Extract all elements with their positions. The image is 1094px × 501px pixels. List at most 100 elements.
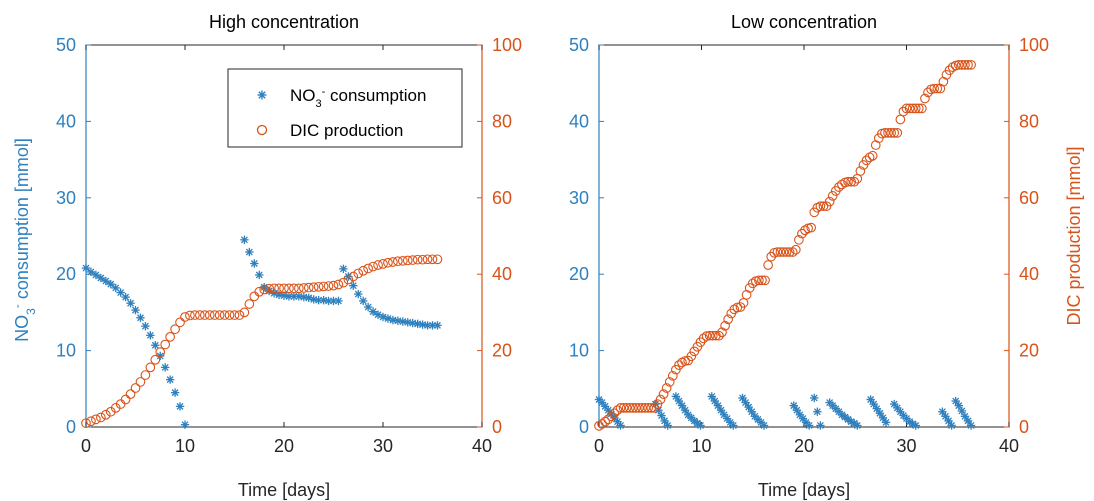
dic-point: [81, 418, 91, 429]
dic-point: [618, 403, 629, 413]
nitrate-point: [853, 421, 862, 430]
chart-title-high: High concentration: [209, 12, 359, 32]
y-right-tick-label: 100: [492, 35, 522, 55]
nitrate-point: [141, 321, 150, 331]
dic-point: [333, 279, 344, 290]
dic-point: [634, 403, 644, 413]
dic-point: [729, 304, 740, 315]
nitrate-point: [136, 313, 145, 322]
x-axis-label-low: Time [days]: [758, 480, 850, 500]
nitrate-point: [729, 421, 738, 430]
dic-point: [214, 310, 225, 320]
nitrate-point: [804, 421, 814, 430]
dic-point: [686, 351, 697, 362]
dic-point: [880, 128, 890, 138]
x-tick-label: 0: [81, 436, 91, 456]
y-left-tick-label: 20: [569, 264, 589, 284]
dic-point: [338, 277, 349, 288]
dic-point: [658, 389, 669, 399]
y-left-tick-label: 0: [579, 417, 589, 437]
dic-point: [643, 403, 654, 413]
nitrate-point: [911, 421, 920, 430]
dic-point: [165, 331, 175, 342]
dic-point: [130, 383, 141, 393]
nitrate-point: [881, 418, 891, 427]
nitrate-point: [878, 413, 888, 423]
dic-point: [155, 347, 166, 357]
dic-point: [615, 403, 626, 413]
dic-point: [86, 416, 96, 427]
dic-point: [259, 284, 270, 295]
dic-point: [180, 312, 190, 322]
dic-point: [234, 310, 245, 320]
dic-point: [631, 403, 641, 413]
nitrate-point: [121, 292, 130, 302]
nitrate-point: [334, 296, 343, 306]
y-left-tick-label: 20: [56, 264, 76, 284]
dic-point: [917, 103, 927, 114]
dic-point: [209, 310, 220, 320]
nitrate-point: [81, 263, 91, 273]
dic-point: [960, 60, 970, 70]
dic-point: [140, 370, 151, 380]
nitrate-point: [151, 341, 160, 350]
dic-point: [402, 255, 413, 266]
dic-point: [170, 324, 180, 335]
dic-point: [932, 83, 943, 94]
nitrate-point: [759, 421, 769, 430]
y-axis-label-left-high: NO3- consumption [mmol]: [10, 138, 38, 342]
dic-point: [343, 274, 354, 285]
dic-point: [797, 228, 807, 239]
dic-point: [303, 282, 314, 293]
dic-point: [323, 281, 334, 291]
dic-point: [284, 283, 294, 294]
nitrate-point: [816, 421, 825, 430]
dic-point: [621, 403, 632, 413]
dic-point: [714, 330, 724, 341]
dic-point: [244, 299, 255, 309]
dic-point: [150, 354, 161, 365]
dic-point: [892, 128, 903, 138]
dic-point: [754, 275, 764, 286]
dic-point: [368, 261, 378, 272]
nitrate-point: [960, 412, 970, 421]
dic-point: [274, 283, 284, 294]
nitrate-point: [245, 247, 254, 257]
dic-point: [348, 271, 359, 282]
nitrate-point: [660, 416, 669, 426]
nitrate-point: [170, 388, 180, 397]
y-left-tick-label: 0: [66, 417, 76, 437]
y-right-tick-label: 40: [1019, 264, 1039, 284]
nitrate-point: [710, 396, 720, 406]
x-tick-label: 30: [373, 436, 393, 456]
dic-point: [254, 286, 265, 297]
dic-point: [953, 60, 964, 70]
dic-point: [794, 234, 804, 245]
dic-point: [224, 310, 235, 320]
nitrate-point: [713, 401, 723, 410]
y-right-tick-label: 60: [492, 188, 512, 208]
dic-point: [417, 254, 428, 265]
nitrate-point: [938, 407, 947, 416]
y-left-tick-label: 40: [569, 111, 589, 131]
nitrate-point: [963, 416, 973, 426]
x-tick-label: 40: [472, 436, 492, 456]
dic-point: [358, 265, 369, 276]
dic-point: [318, 281, 329, 292]
nitrate-point: [707, 392, 716, 401]
nitrate-point: [91, 270, 101, 280]
dic-point: [363, 263, 374, 274]
dic-point: [790, 244, 801, 255]
dic-point: [640, 403, 650, 413]
nitrate-point: [947, 421, 956, 430]
dic-point: [100, 409, 111, 420]
dic-point: [818, 201, 829, 212]
dic-point: [827, 191, 838, 201]
dic-point: [757, 275, 767, 286]
dic-point: [849, 176, 860, 187]
nitrate-point: [674, 396, 684, 406]
dic-point: [95, 412, 106, 423]
nitrate-point: [677, 401, 687, 410]
x-tick-label: 40: [999, 436, 1019, 456]
